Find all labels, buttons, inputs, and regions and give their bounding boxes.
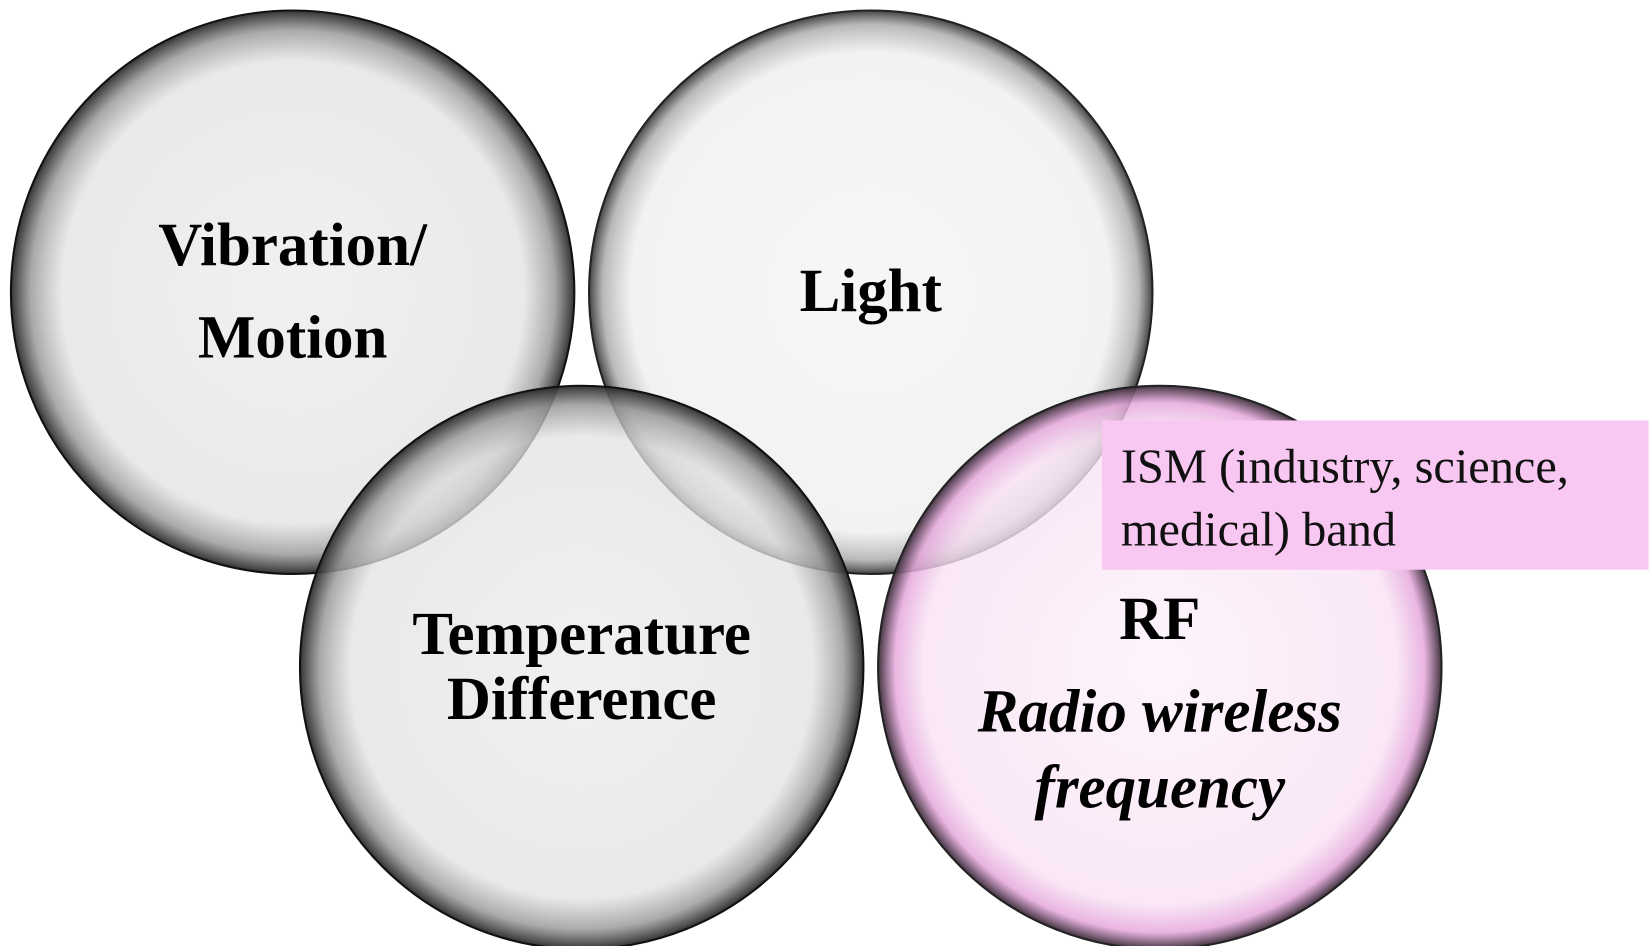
callout-box bbox=[1101, 420, 1649, 570]
node-label: RF bbox=[1119, 586, 1200, 653]
circle-temperature bbox=[299, 384, 865, 946]
callout-text: ISM (industry, science, bbox=[1121, 440, 1569, 493]
node-label: Vibration/ bbox=[158, 212, 428, 279]
callout-text: medical) band bbox=[1121, 504, 1396, 557]
node-label: Difference bbox=[447, 666, 717, 733]
node-label: Light bbox=[800, 258, 943, 325]
node-sublabel: Radio wireless bbox=[977, 679, 1342, 746]
node-sublabel: frequency bbox=[1035, 754, 1286, 821]
node-label: Temperature bbox=[412, 601, 751, 668]
node-label: Motion bbox=[198, 304, 388, 371]
